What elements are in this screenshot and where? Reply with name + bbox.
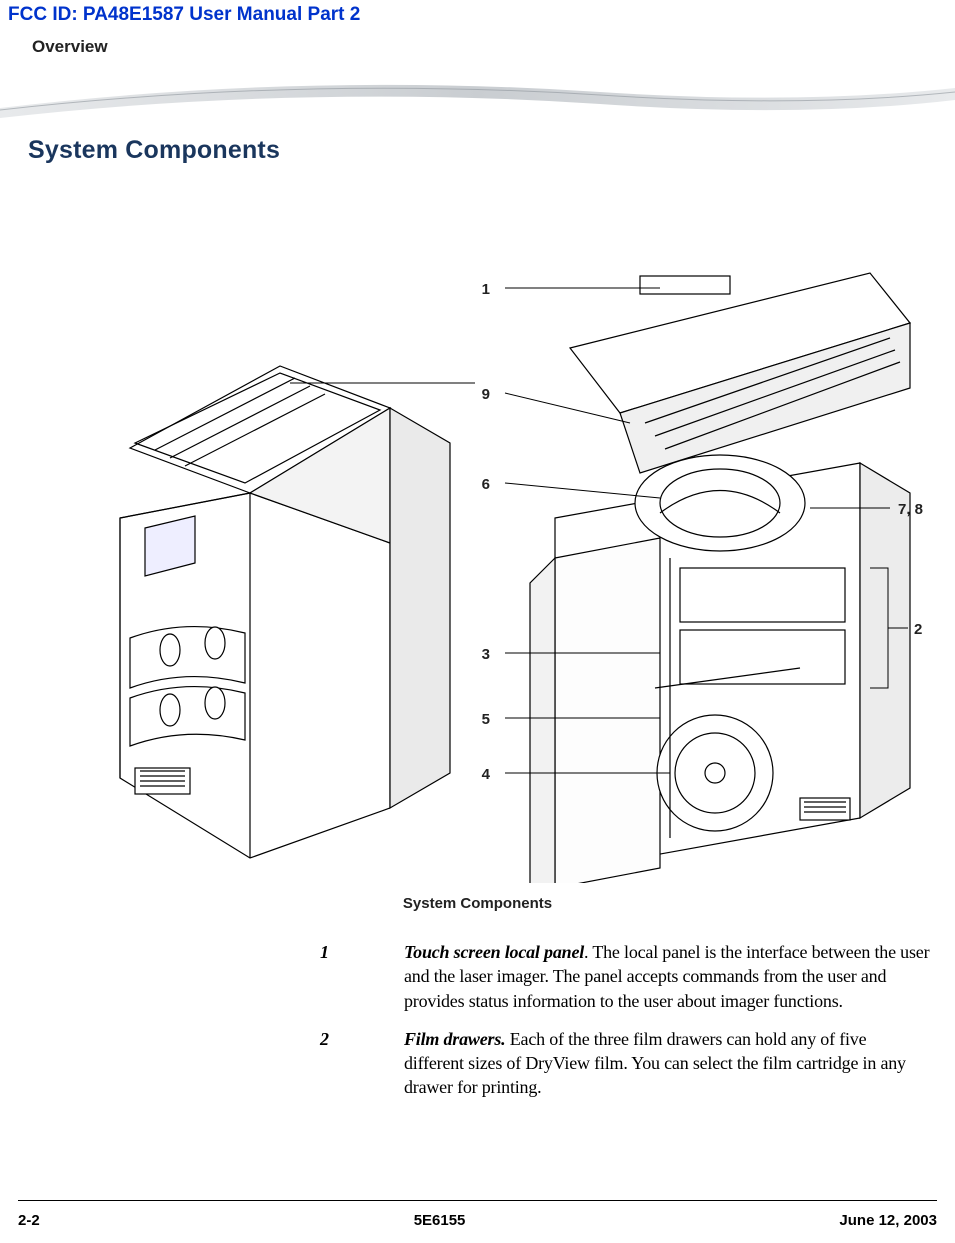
component-num-2: 2 [320,1027,404,1100]
footer-docnum: 5E6155 [414,1212,466,1229]
callout-3: 3 [482,646,490,663]
diagram-caption: System Components [0,895,955,912]
component-term-2: Film drawers. [404,1029,505,1049]
footer: 2-2 5E6155 June 12, 2003 [18,1212,937,1229]
component-item-2: 2 Film drawers. Each of the three film d… [320,1027,930,1100]
component-item-1: 1 Touch screen local panel. The local pa… [320,940,930,1013]
footer-page: 2-2 [18,1212,40,1229]
header-swoosh-decoration [0,70,955,130]
component-body-2: Film drawers. Each of the three film dra… [404,1027,930,1100]
closed-unit-drawing [120,366,450,858]
footer-date: June 12, 2003 [839,1212,937,1229]
callout-6: 6 [482,476,490,493]
callout-2: 2 [914,621,922,638]
open-unit-drawing [530,273,910,883]
fcc-header: FCC ID: PA48E1587 User Manual Part 2 [8,4,360,26]
section-title: System Components [28,136,280,165]
component-num-1: 1 [320,940,404,1013]
callout-4: 4 [482,766,491,783]
callout-9: 9 [482,386,490,403]
system-components-diagram: 1 9 6 3 5 4 7, 8 2 [100,218,930,883]
callout-7-8: 7, 8 [898,501,923,518]
footer-rule [18,1200,937,1201]
callout-5: 5 [482,711,490,728]
overview-label: Overview [32,37,108,57]
component-body-1: Touch screen local panel. The local pane… [404,940,930,1013]
component-term-1: Touch screen local panel [404,942,584,962]
component-list: 1 Touch screen local panel. The local pa… [320,940,930,1114]
callout-1: 1 [482,281,490,298]
